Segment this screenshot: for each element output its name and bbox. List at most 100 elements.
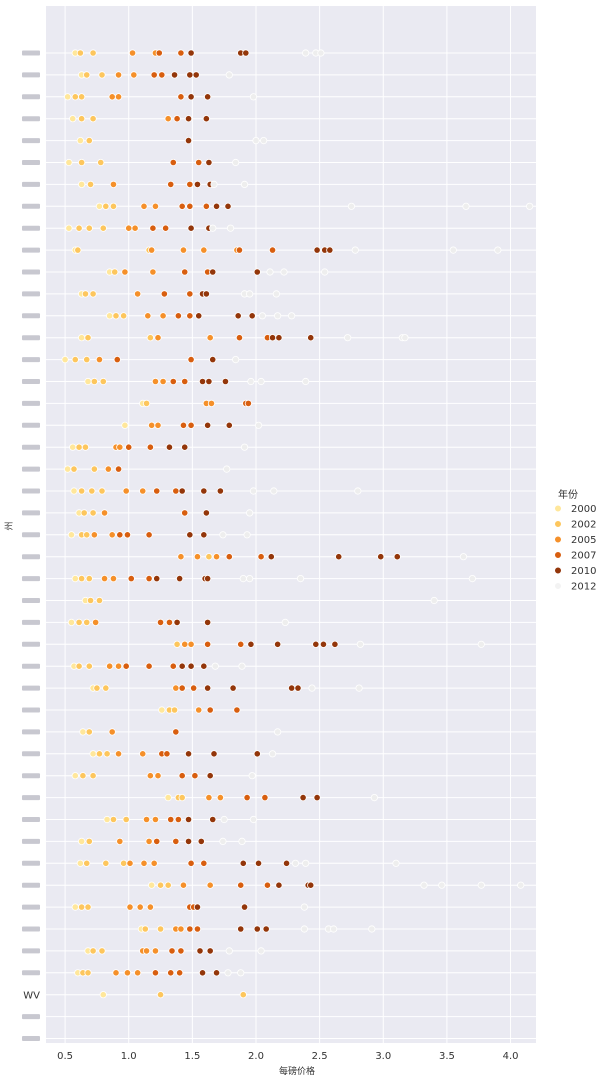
data-point [81,290,90,298]
data-point [141,925,149,933]
y-tick-label-illegible [22,619,40,625]
data-point [160,290,168,298]
data-point [150,859,158,867]
data-point [300,925,308,933]
data-point [116,837,124,846]
data-point [477,640,485,648]
data-point [98,947,106,955]
data-point [178,772,186,780]
data-point [164,881,172,889]
legend-label: 2002 [571,520,596,531]
data-point [187,49,195,57]
data-point [209,224,217,232]
data-point [193,553,202,561]
data-point [268,750,277,758]
data-point [109,180,118,188]
data-point [221,377,230,386]
data-point [430,596,438,605]
y-tick-label-illegible [22,773,40,779]
data-point [142,815,151,824]
data-point [163,750,171,758]
data-point [109,815,118,824]
data-point [64,93,72,101]
data-point [211,662,219,670]
data-point [80,509,88,517]
data-point [65,158,73,167]
y-tick-label-illegible [22,422,40,428]
data-point [261,793,269,802]
data-point [257,947,265,955]
data-point [392,859,400,867]
data-point [178,662,186,670]
data-point [191,772,199,780]
y-tick-label-illegible [22,641,40,647]
data-point [130,71,138,79]
data-point [321,268,329,276]
data-point [204,421,212,429]
data-point [177,947,185,955]
data-point [125,443,133,451]
legend-label: 2005 [571,535,596,546]
data-point [212,553,221,561]
data-point [280,268,288,276]
x-tick-label: 1.5 [184,1051,200,1062]
data-point [76,859,84,867]
data-point [85,728,93,736]
data-point [90,531,98,539]
data-point [302,49,310,57]
data-point [120,312,128,320]
data-point [184,750,193,758]
data-point [70,465,78,473]
data-point [75,224,83,232]
data-point [282,859,291,867]
data-point [81,443,90,451]
data-point [89,509,97,517]
data-point [335,553,343,561]
data-point [154,772,162,780]
data-point [78,837,86,846]
data-point [144,312,152,320]
data-point [268,246,277,254]
data-point [127,574,135,583]
data-point [220,815,228,824]
data-point [181,443,189,451]
data-point [71,355,79,364]
y-tick-label-illegible [22,466,40,472]
data-point [393,553,401,561]
data-point [146,334,154,342]
data-point [252,137,260,145]
y-tick-label-illegible [22,510,40,516]
data-point [108,93,116,101]
data-point [170,706,179,714]
y-axis-title: 州 [4,521,15,530]
y-tick-label-illegible [22,138,40,144]
data-point [225,553,233,561]
data-point [449,246,457,254]
data-point [184,137,193,145]
legend-marker [554,551,562,559]
data-point [186,531,194,539]
data-point [142,947,151,955]
data-point [149,224,157,232]
data-point [169,377,177,386]
data-point [69,443,77,451]
data-point [300,903,308,911]
data-point [195,706,203,714]
data-point [86,596,95,605]
data-point [193,925,202,933]
data-point [326,246,334,254]
y-tick-label-illegible [22,357,40,363]
data-point [84,377,92,386]
data-point [377,553,385,561]
data-point [224,202,232,210]
data-point [78,903,86,911]
legend-label: 2010 [571,566,596,577]
data-point [212,969,221,977]
data-point [313,793,321,802]
data-point [176,574,184,583]
data-point [112,969,120,977]
legend-label: 2007 [571,551,596,562]
data-point [249,93,258,101]
data-point [195,312,203,320]
